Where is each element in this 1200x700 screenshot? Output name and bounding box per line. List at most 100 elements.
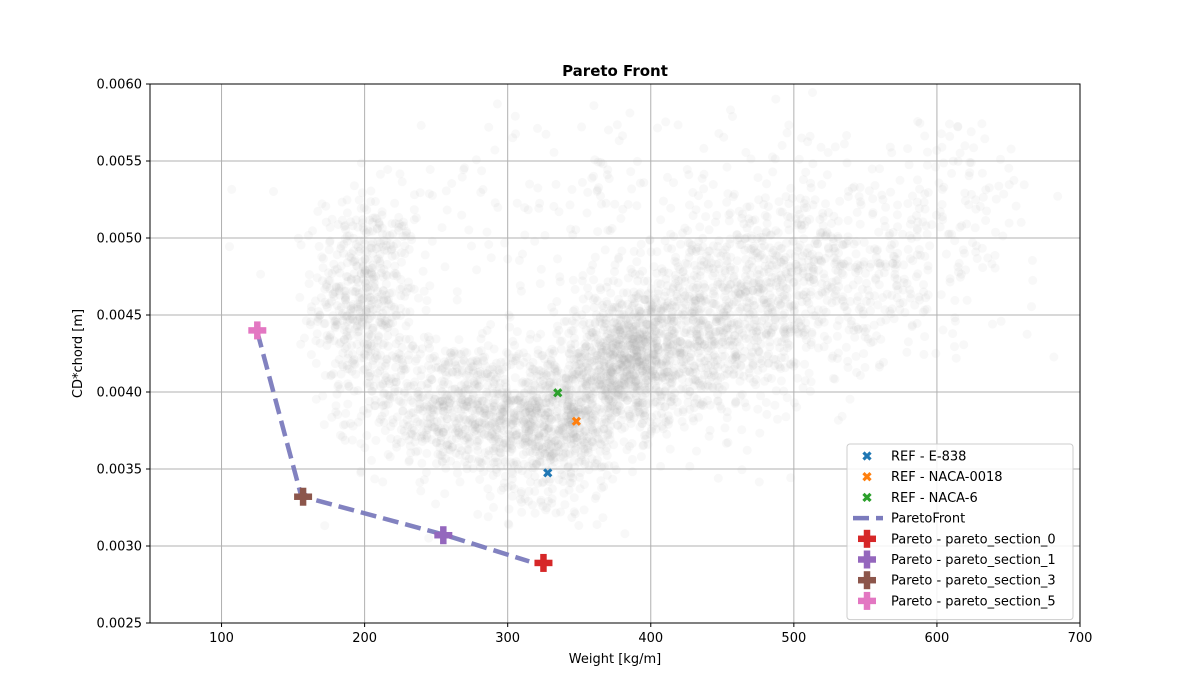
background-point — [866, 338, 876, 348]
background-point — [806, 377, 816, 387]
background-point — [435, 397, 445, 406]
background-point — [477, 328, 487, 338]
background-point — [472, 356, 482, 366]
background-point — [383, 331, 393, 341]
background-point — [397, 355, 407, 364]
background-point — [381, 358, 391, 368]
background-point — [623, 395, 633, 405]
background-point — [495, 410, 505, 420]
background-point — [638, 361, 648, 371]
background-point — [892, 293, 902, 303]
background-point — [566, 224, 576, 234]
background-point — [374, 317, 384, 327]
background-point — [429, 410, 439, 420]
background-point — [482, 369, 492, 379]
background-point — [665, 444, 675, 454]
background-point — [369, 339, 379, 349]
y-tick-label: 0.0025 — [97, 617, 143, 632]
background-point — [351, 369, 361, 379]
background-point — [744, 259, 754, 269]
background-point — [358, 261, 368, 271]
background-point — [696, 261, 706, 271]
background-point — [611, 465, 621, 475]
background-point — [613, 294, 623, 304]
background-point — [506, 396, 516, 406]
background-point — [566, 410, 576, 420]
background-point — [390, 384, 400, 394]
background-point — [472, 429, 481, 439]
background-point — [349, 386, 359, 396]
background-point — [446, 456, 456, 466]
background-point — [442, 360, 452, 370]
background-point — [666, 349, 676, 359]
background-point — [495, 418, 505, 428]
background-point — [464, 365, 474, 375]
background-point — [853, 275, 863, 285]
background-point — [404, 350, 414, 360]
background-point — [471, 425, 481, 435]
background-point — [379, 236, 389, 246]
background-point — [495, 423, 505, 433]
background-point — [514, 349, 524, 359]
background-point — [905, 231, 915, 241]
background-point — [442, 391, 452, 401]
background-point — [256, 269, 266, 279]
background-point — [365, 215, 375, 225]
background-point — [922, 160, 932, 170]
background-point — [590, 252, 600, 262]
background-point — [454, 427, 464, 437]
background-point — [403, 421, 413, 431]
background-point — [527, 433, 537, 443]
background-point — [388, 392, 398, 402]
background-point — [533, 183, 543, 193]
background-point — [381, 270, 391, 280]
background-point — [589, 275, 599, 285]
background-point — [570, 509, 580, 519]
background-point — [426, 419, 436, 428]
background-point — [341, 295, 350, 305]
background-point — [358, 313, 368, 323]
background-point — [746, 342, 756, 352]
background-point — [794, 154, 804, 164]
background-point — [451, 448, 461, 458]
background-point — [843, 215, 853, 225]
background-point — [426, 404, 435, 414]
background-point — [460, 378, 470, 388]
background-point — [348, 306, 358, 316]
background-point — [497, 407, 507, 417]
background-point — [500, 438, 509, 448]
background-point — [685, 386, 695, 396]
background-point — [413, 446, 423, 456]
background-point — [458, 388, 468, 398]
background-point — [609, 352, 619, 361]
background-point — [364, 227, 374, 237]
background-point — [474, 435, 484, 445]
background-point — [618, 340, 628, 350]
background-point — [533, 349, 543, 359]
background-point — [342, 327, 352, 337]
background-point — [328, 369, 338, 379]
background-point — [490, 457, 500, 467]
background-point — [322, 282, 332, 292]
background-point — [711, 217, 720, 227]
background-point — [340, 292, 350, 302]
background-point — [325, 236, 335, 246]
background-point — [477, 458, 487, 468]
background-point — [363, 320, 372, 330]
background-point — [508, 436, 518, 446]
background-point — [330, 323, 340, 333]
background-point — [495, 430, 505, 440]
background-point — [480, 361, 490, 370]
background-point — [427, 435, 437, 445]
background-point — [369, 295, 379, 305]
background-point — [375, 366, 385, 376]
background-point — [378, 285, 388, 295]
background-point — [510, 111, 520, 121]
background-point — [442, 440, 452, 450]
background-point — [450, 384, 460, 394]
background-point — [800, 359, 810, 369]
background-point — [958, 245, 968, 255]
background-point — [328, 311, 338, 321]
background-point — [945, 119, 954, 129]
background-point — [541, 404, 551, 414]
